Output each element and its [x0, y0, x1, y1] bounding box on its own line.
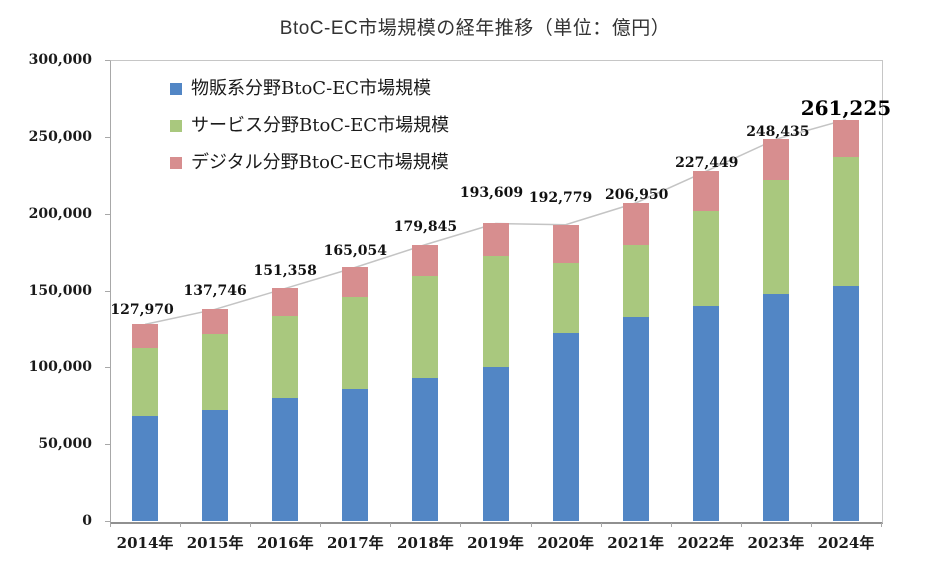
x-tick-mark — [810, 523, 812, 527]
bar-segment-buppan — [202, 409, 229, 521]
total-label: 151,358 — [253, 263, 317, 280]
bar-segment-digital — [272, 288, 299, 316]
bar-segment-digital — [132, 324, 159, 348]
bar-segment-buppan — [482, 366, 509, 521]
x-tick-label: 2019年 — [467, 534, 524, 552]
total-label: 261,225 — [800, 95, 892, 120]
bar-segment-service — [202, 334, 229, 410]
total-label: 179,845 — [393, 218, 458, 235]
bar-segment-service — [832, 157, 859, 286]
legend-swatch-icon — [170, 83, 182, 95]
x-tick-label: 2020年 — [537, 534, 594, 552]
legend-swatch-icon — [170, 120, 182, 132]
total-label: 248,435 — [746, 124, 810, 141]
bar-segment-buppan — [412, 378, 439, 521]
total-label: 192,779 — [528, 189, 593, 206]
legend-label: 物販系分野BtoC-EC市場規模 — [191, 78, 432, 99]
y-tick-label: 200,000 — [28, 205, 92, 222]
total-label: 227,449 — [675, 155, 739, 172]
y-tick-label: 100,000 — [28, 359, 92, 376]
legend: 物販系分野BtoC-EC市場規模 サービス分野BtoC-EC市場規模 デジタル分野B… — [170, 76, 449, 187]
bar-segment-digital — [692, 171, 719, 212]
bar-segment-digital — [762, 139, 789, 180]
y-tick-label: 150,000 — [28, 282, 92, 299]
bar-segment-service — [482, 256, 509, 367]
total-label: 127,970 — [110, 302, 174, 319]
bar-segment-buppan — [762, 293, 789, 521]
x-tick-mark — [670, 523, 672, 527]
total-label: 206,950 — [605, 186, 669, 203]
legend-item-service: サービス分野BtoC-EC市場規模 — [170, 113, 449, 139]
x-tick-label: 2021年 — [607, 534, 665, 552]
chart-title: BtoC-EC市場規模の経年推移（単位：億円） — [279, 18, 671, 39]
x-tick-mark — [390, 523, 392, 527]
bar-segment-service — [552, 262, 579, 333]
x-tick-label: 2017年 — [326, 534, 384, 552]
y-tick-mark — [105, 136, 110, 138]
bar-segment-digital — [832, 119, 859, 158]
legend-label: サービス分野BtoC-EC市場規模 — [191, 115, 450, 136]
bar-segment-buppan — [132, 416, 159, 521]
x-tick-mark — [110, 523, 111, 527]
y-tick-label: 50,000 — [38, 436, 92, 453]
total-label: 165,054 — [323, 243, 387, 260]
bar-segment-buppan — [832, 285, 859, 521]
total-label: 137,746 — [183, 283, 247, 300]
y-tick-mark — [105, 290, 110, 292]
bar-segment-buppan — [272, 398, 299, 521]
x-tick-mark — [180, 523, 182, 527]
bar-segment-service — [342, 297, 369, 389]
x-tick-label: 2022年 — [677, 534, 735, 552]
bar-segment-digital — [202, 309, 229, 335]
x-tick-label: 2018年 — [397, 534, 454, 552]
x-tick-label: 2015年 — [186, 534, 244, 552]
legend-item-buppan: 物販系分野BtoC-EC市場規模 — [170, 76, 449, 102]
x-tick-mark — [250, 523, 252, 527]
legend-swatch-icon — [170, 157, 182, 169]
x-tick-label: 2014年 — [116, 534, 174, 552]
x-tick-mark — [320, 523, 322, 527]
bar-segment-buppan — [622, 316, 649, 521]
x-tick-mark — [740, 523, 742, 527]
bar-segment-buppan — [552, 333, 579, 521]
x-tick-mark — [881, 523, 882, 527]
bar-segment-service — [272, 315, 299, 398]
y-tick-label: 250,000 — [28, 128, 92, 145]
y-tick-label: 300,000 — [28, 52, 92, 68]
bar-segment-digital — [622, 202, 649, 246]
y-tick-mark — [105, 367, 110, 369]
legend-label: デジタル分野BtoC-EC市場規模 — [191, 152, 449, 173]
x-tick-mark — [530, 523, 532, 527]
y-tick-label: 0 — [82, 513, 92, 529]
y-tick-mark — [105, 60, 110, 61]
bar-segment-service — [132, 347, 159, 417]
total-label: 193,609 — [459, 185, 524, 202]
bar-segment-service — [762, 179, 789, 294]
bar-segment-digital — [412, 244, 439, 276]
bar-segment-service — [692, 211, 719, 306]
x-tick-mark — [460, 523, 462, 527]
bar-segment-buppan — [342, 388, 369, 521]
bar-segment-buppan — [692, 305, 719, 521]
x-tick-label: 2016年 — [256, 534, 314, 552]
bar-segment-digital — [482, 223, 509, 257]
bar-segment-service — [412, 275, 439, 379]
x-tick-mark — [600, 523, 602, 527]
x-tick-label: 2024年 — [817, 534, 875, 552]
x-tick-label: 2023年 — [747, 534, 805, 552]
y-tick-mark — [105, 444, 110, 446]
legend-item-digital: デジタル分野BtoC-EC市場規模 — [170, 150, 449, 176]
y-tick-mark — [105, 521, 110, 522]
bar-segment-digital — [342, 267, 369, 298]
bar-segment-digital — [552, 224, 579, 263]
bar-segment-service — [622, 245, 649, 317]
y-tick-mark — [105, 213, 110, 215]
